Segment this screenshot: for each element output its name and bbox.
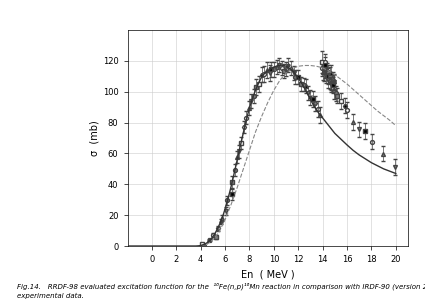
Text: Fig.14.   RRDF-98 evaluated excitation function for the  ¹⁶Fe(n,p)¹⁶Mn reaction : Fig.14. RRDF-98 evaluated excitation fun… [17, 282, 425, 290]
Text: experimental data.: experimental data. [17, 292, 84, 298]
X-axis label: En  ( MeV ): En ( MeV ) [241, 270, 295, 280]
Y-axis label: σ  (mb): σ (mb) [90, 120, 100, 156]
